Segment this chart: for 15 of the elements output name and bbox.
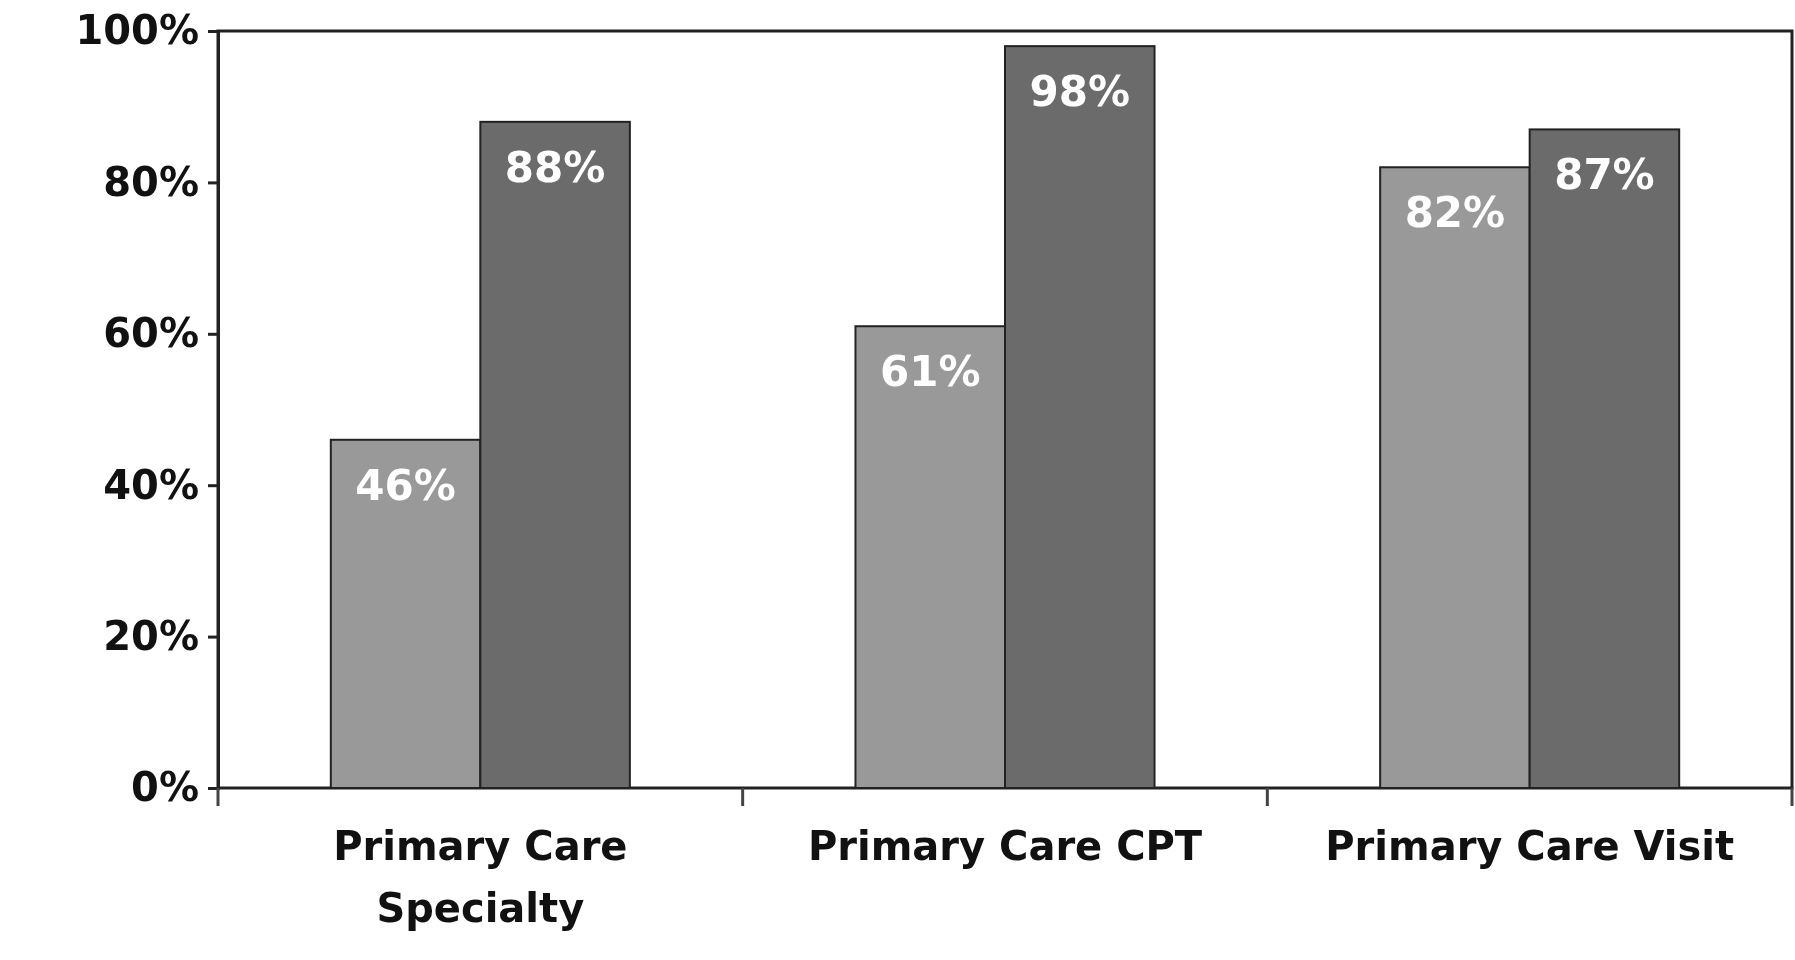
y-tick-label: 0% [131,764,199,811]
y-tick-label: 100% [75,7,199,54]
data-label: 46% [355,460,456,510]
data-label: 87% [1554,150,1655,200]
y-tick-label: 60% [103,310,199,357]
data-label: 98% [1029,67,1131,117]
x-tick-label: Primary Care Visit [1325,823,1735,869]
y-tick-label: 20% [103,612,199,659]
x-tick-label: Primary Care CPT [807,823,1203,869]
data-label: 82% [1404,188,1506,238]
y-tick-label: 80% [103,158,199,205]
x-tick-label: Primary Care Specialty [333,823,628,931]
data-label: 88% [504,142,606,192]
y-tick-label: 40% [103,461,199,508]
data-label: 61% [879,347,981,397]
